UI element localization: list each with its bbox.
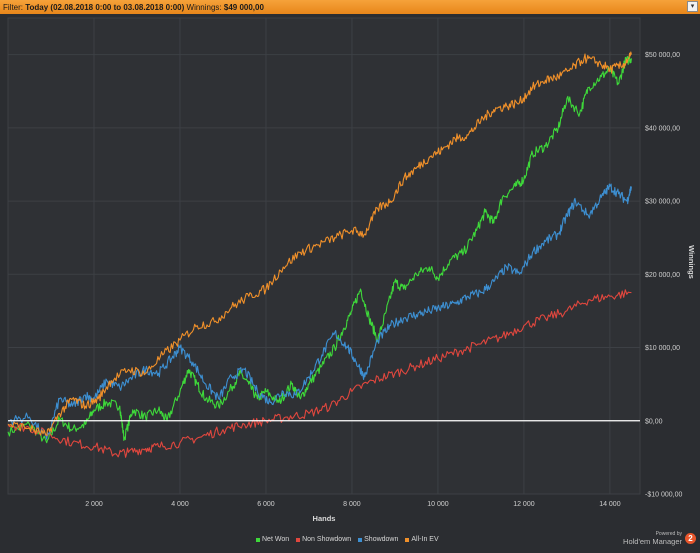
filter-label: Filter: (3, 2, 23, 12)
x-tick-label: 6 000 (257, 501, 275, 508)
series-line-all-in-ev (7, 51, 632, 436)
y-tick-label: $50 000,00 (645, 52, 680, 59)
y-tick-label: -$10 000,00 (645, 492, 682, 499)
legend-swatch (296, 537, 301, 542)
legend-label: All-In EV (411, 536, 439, 543)
powered-by-brand: Hold'em Manager (623, 537, 682, 546)
winnings-chart: 2 000 4 000 6 000 8 000 10 000 12 000 14 000 -… (7, 17, 696, 523)
y-tick-label: $30 000,00 (645, 199, 680, 206)
y-tick-label: $20 000,00 (645, 272, 680, 279)
hem2-logo-icon: 2 (685, 532, 696, 544)
x-tick-label: 8 000 (343, 501, 361, 508)
x-tick-label: 10 000 (427, 501, 449, 508)
legend-item-net-won[interactable]: Net Won (256, 536, 289, 543)
filter-range: Today (02.08.2018 0:00 to 03.08.2018 0:0… (25, 2, 185, 12)
x-axis: 2 000 4 000 6 000 8 000 10 000 12 000 14 000 (85, 501, 620, 508)
y-tick-label: $10 000,00 (645, 345, 680, 352)
legend-item-non-showdown[interactable]: Non Showdown (296, 536, 351, 543)
powered-by-badge: Powered by Hold'em Manager 2 (623, 530, 696, 546)
grid-lines (8, 18, 640, 495)
series-line-non-showdown (7, 289, 632, 458)
filter-text: Filter: Today (02.08.2018 0:00 to 03.08.… (0, 3, 264, 12)
series-line-showdown (8, 183, 632, 440)
legend-swatch (405, 537, 410, 542)
plot-background (7, 17, 641, 495)
y-tick-label: $0,00 (645, 418, 663, 425)
winnings-label: Winnings: (186, 2, 222, 12)
filter-expand-button[interactable]: ▾ (687, 1, 698, 12)
legend-label: Non Showdown (302, 536, 352, 543)
chart-legend: Net Won Non Showdown Showdown All-In EV (256, 536, 439, 543)
chart-area: 2 000 4 000 6 000 8 000 10 000 12 000 14 000 -… (0, 14, 700, 548)
chevron-down-icon: ▾ (690, 3, 695, 10)
y-axis-label: Winnings (687, 245, 696, 279)
legend-swatch (256, 537, 260, 542)
y-axis: -$10 000,00 $0,00 $10 000,00 $20 000,00 $30 … (645, 52, 682, 498)
y-tick-label: $40 000,00 (645, 125, 680, 132)
series-layer (7, 51, 640, 458)
legend-label: Showdown (364, 536, 399, 543)
x-tick-label: 2 000 (85, 501, 103, 508)
x-tick-label: 4 000 (171, 501, 189, 508)
legend-swatch (358, 537, 363, 542)
series-line-net-won (7, 55, 632, 444)
filter-bar: Filter: Today (02.08.2018 0:00 to 03.08.… (0, 0, 700, 14)
x-tick-label: 14 000 (599, 501, 621, 508)
powered-by-line1: Powered by (655, 531, 682, 537)
powered-by-text: Powered by Hold'em Manager (623, 530, 682, 546)
winnings-value: $49 000,00 (223, 2, 264, 12)
x-axis-label: Hands (313, 514, 336, 523)
x-tick-label: 12 000 (513, 501, 535, 508)
legend-label: Net Won (262, 536, 290, 543)
legend-item-showdown[interactable]: Showdown (358, 536, 398, 543)
legend-item-all-in-ev[interactable]: All-In EV (405, 536, 439, 543)
